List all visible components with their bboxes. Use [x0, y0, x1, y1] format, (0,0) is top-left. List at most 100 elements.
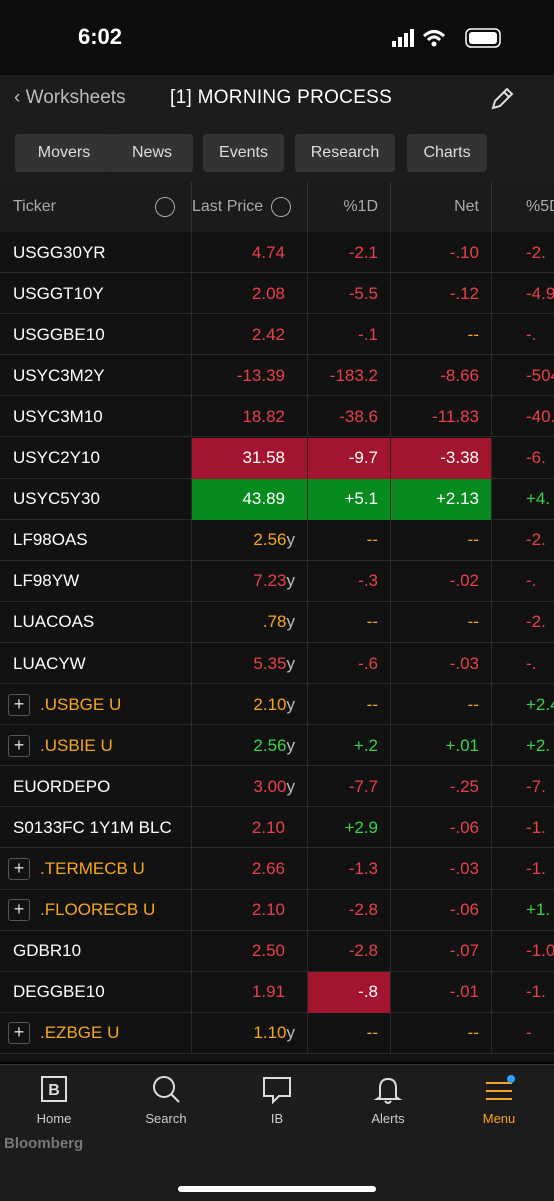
- ticker-cell[interactable]: + .USBIE U: [0, 725, 192, 767]
- table-row[interactable]: LUACYW 5.35 y -.6 -.03 -.: [0, 643, 554, 684]
- ticker-cell[interactable]: USYC5Y30: [0, 478, 192, 520]
- nav-item[interactable]: Menu: [459, 1075, 539, 1126]
- info-icon[interactable]: [155, 197, 175, 217]
- table-row[interactable]: + .USBGE U 2.10y -- -- +2.4: [0, 684, 554, 726]
- nav-item[interactable]: Search: [126, 1075, 206, 1126]
- expand-button[interactable]: +: [8, 858, 30, 880]
- ticker-cell[interactable]: USGGT10Y: [0, 273, 192, 315]
- table-row[interactable]: LF98YW 7.23 y -.3 -.02 -.: [0, 560, 554, 602]
- column-header[interactable]: Last Price: [192, 182, 308, 232]
- table-row[interactable]: USYC5Y30 43.89 +5.1 +2.13 +4.: [0, 478, 554, 520]
- ticker[interactable]: S0133FC 1Y1M BLC: [13, 817, 172, 837]
- column-label[interactable]: Ticker: [13, 198, 56, 215]
- tab[interactable]: Events: [203, 134, 284, 172]
- table-row[interactable]: GDBR10 2.50 -2.8 -.07 -1.0: [0, 930, 554, 972]
- ticker-cell[interactable]: LF98OAS: [0, 519, 192, 561]
- info-icon[interactable]: [271, 197, 291, 217]
- table-row[interactable]: EUORDEPO 3.00 y -7.7 -.25 -7.: [0, 766, 554, 808]
- table-row[interactable]: + .FLOORECB U 2.10 -2.8 -.06 +1.: [0, 889, 554, 931]
- ticker[interactable]: DEGGBE10: [13, 982, 105, 1002]
- tab[interactable]: Charts: [407, 134, 487, 172]
- ticker-cell[interactable]: S0133FC 1Y1M BLC: [0, 807, 192, 849]
- table-row[interactable]: S0133FC 1Y1M BLC 2.10 +2.9 -.06 -1.: [0, 807, 554, 849]
- ticker[interactable]: USYC3M10: [13, 406, 103, 426]
- expand-button[interactable]: +: [8, 1022, 30, 1045]
- ticker-cell[interactable]: USYC3M2Y: [0, 355, 192, 397]
- column-label[interactable]: %1D: [343, 198, 378, 215]
- table-row[interactable]: DEGGBE10 1.91 -.8 -.01 -1.: [0, 971, 554, 1013]
- column-header[interactable]: Net: [391, 182, 492, 232]
- tab[interactable]: Movers: [15, 134, 113, 172]
- ticker-cell[interactable]: LF98YW: [0, 560, 192, 602]
- ticker[interactable]: .TERMECB U: [40, 859, 145, 878]
- nav-label[interactable]: IB: [270, 1111, 284, 1126]
- table-row[interactable]: USYC2Y10 31.58 -9.7 -3.38 -6.: [0, 437, 554, 479]
- ticker-cell[interactable]: + .EZBGE U: [0, 1012, 192, 1054]
- nav-label[interactable]: Search: [145, 1111, 187, 1126]
- column-label[interactable]: Last Price: [192, 198, 264, 215]
- ticker[interactable]: USYC2Y10: [13, 448, 100, 467]
- back-button[interactable]: ‹ Worksheets: [14, 87, 126, 108]
- ticker[interactable]: USGGT10Y: [13, 283, 104, 303]
- column-header[interactable]: %1D: [308, 182, 391, 232]
- ticker[interactable]: USYC5Y30: [13, 489, 100, 509]
- ticker-cell[interactable]: DEGGBE10: [0, 971, 192, 1013]
- edit-button[interactable]: [488, 85, 516, 113]
- ticker[interactable]: USGG30YR: [13, 242, 106, 262]
- expand-button[interactable]: +: [8, 899, 30, 922]
- ticker[interactable]: LUACYW: [13, 653, 86, 673]
- ticker-cell[interactable]: + .USBGE U: [0, 684, 192, 726]
- table-row[interactable]: USGGBE10 2.42 -.1 -- -.: [0, 314, 554, 356]
- ticker-cell[interactable]: EUORDEPO: [0, 766, 192, 808]
- ticker[interactable]: EUORDEPO: [13, 776, 111, 796]
- column-header[interactable]: %5D: [492, 182, 554, 232]
- ticker-cell[interactable]: LUACYW: [0, 643, 192, 684]
- expand-button[interactable]: +: [8, 734, 30, 757]
- ticker-cell[interactable]: USGGBE10: [0, 314, 192, 356]
- ticker-cell[interactable]: USYC2Y10: [0, 437, 192, 479]
- ticker-cell[interactable]: + .FLOORECB U: [0, 889, 192, 931]
- ticker-cell[interactable]: LUACOAS: [0, 601, 192, 643]
- column-label[interactable]: %5D: [526, 198, 554, 215]
- ticker[interactable]: LF98YW: [13, 571, 80, 591]
- ticker-cell[interactable]: GDBR10: [0, 930, 192, 972]
- ticker[interactable]: USYC3M2Y: [13, 365, 105, 385]
- ticker[interactable]: .EZBGE U: [40, 1023, 120, 1043]
- table-row[interactable]: USYC3M2Y -13.39 -183.2 -8.66 -504.: [0, 355, 554, 397]
- ticker-cell[interactable]: USGG30YR: [0, 232, 192, 273]
- table-row[interactable]: LUACOAS .78 y -- -- -2.: [0, 601, 554, 643]
- column-label[interactable]: Net: [454, 198, 479, 215]
- ticker-cell[interactable]: USYC3M10: [0, 396, 192, 438]
- nav-icon[interactable]: [261, 1075, 293, 1105]
- ticker-cell[interactable]: + .TERMECB U: [0, 848, 192, 890]
- table-row[interactable]: USYC3M10 18.82 -38.6 -11.83 -40.: [0, 396, 554, 438]
- ticker[interactable]: GDBR10: [13, 941, 82, 961]
- table-row[interactable]: USGG30YR 4.74 -2.1 -.10 -2.: [0, 232, 554, 273]
- nav-item[interactable]: IB: [237, 1075, 317, 1126]
- expand-button[interactable]: +: [8, 693, 30, 716]
- nav-label[interactable]: Alerts: [371, 1111, 405, 1126]
- table-row[interactable]: + .USBIE U 2.56 y +.2 +.01 +2.: [0, 725, 554, 767]
- nav-label[interactable]: Home: [36, 1111, 72, 1126]
- column-header[interactable]: Ticker: [0, 182, 192, 232]
- nav-icon[interactable]: [150, 1075, 182, 1105]
- ticker[interactable]: .USBIE U: [40, 735, 113, 755]
- nav-icon[interactable]: [372, 1075, 404, 1105]
- ticker[interactable]: LUACOAS: [13, 612, 95, 632]
- table-row[interactable]: USGGT10Y 2.08 -5.5 -.12 -4.9: [0, 273, 554, 315]
- back-label[interactable]: Worksheets: [25, 87, 126, 108]
- tab[interactable]: Research: [295, 134, 395, 172]
- table-row[interactable]: LF98OAS 2.56 y -- -- -2.: [0, 519, 554, 561]
- ticker[interactable]: .USBGE U: [40, 694, 122, 714]
- ticker[interactable]: USGGBE10: [13, 324, 105, 344]
- nav-item[interactable]: B Home: [14, 1075, 94, 1126]
- tab[interactable]: News: [111, 134, 193, 172]
- nav-icon[interactable]: B: [38, 1075, 70, 1105]
- table-row[interactable]: + .TERMECB U 2.66 -1.3 -.03 -1.: [0, 848, 554, 890]
- nav-item[interactable]: Alerts: [348, 1075, 428, 1126]
- ticker[interactable]: LF98OAS: [13, 530, 88, 550]
- table-row[interactable]: + .EZBGE U 1.10 y -- -- -: [0, 1012, 554, 1054]
- nav-icon[interactable]: [483, 1075, 515, 1105]
- ticker[interactable]: .FLOORECB U: [40, 900, 156, 920]
- nav-label[interactable]: Menu: [482, 1111, 516, 1126]
